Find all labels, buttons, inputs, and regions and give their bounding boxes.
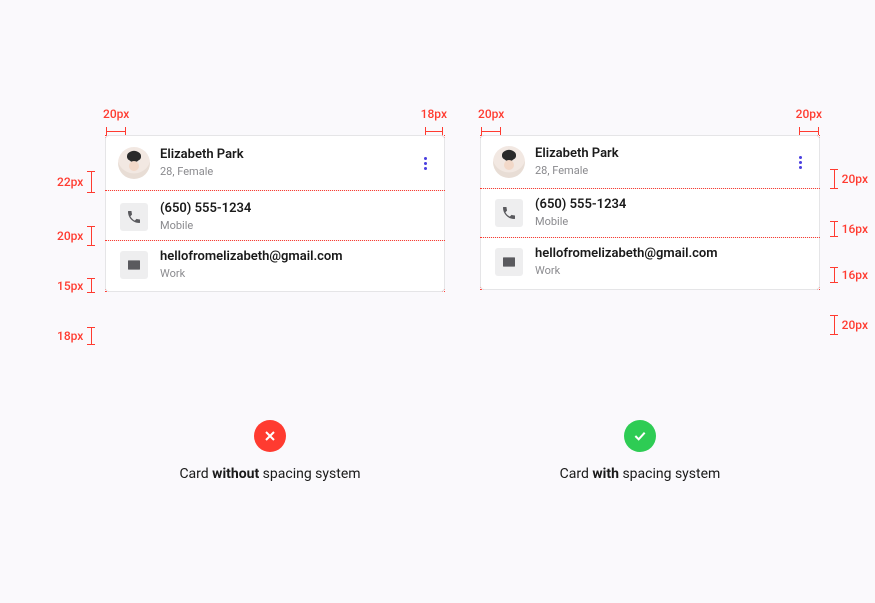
mail-icon xyxy=(118,249,150,281)
gap-label: 20px xyxy=(842,318,868,332)
row-text: Elizabeth Park28, Female xyxy=(535,146,793,178)
margin-label: 18px xyxy=(421,107,447,121)
cross-icon xyxy=(254,420,286,452)
row-secondary: Work xyxy=(535,264,807,278)
gap-label: 22px xyxy=(57,175,83,189)
avatar xyxy=(493,146,525,178)
row-primary: Elizabeth Park xyxy=(160,147,418,164)
row-secondary: 28, Female xyxy=(535,164,793,178)
margin-label: 20px xyxy=(103,107,129,121)
gap-label: 16px xyxy=(842,268,868,282)
row-primary: hellofromelizabeth@gmail.com xyxy=(160,249,432,266)
row-primary: hellofromelizabeth@gmail.com xyxy=(535,246,807,263)
row-primary: (650) 555-1234 xyxy=(160,201,432,218)
margin-annotation-left: 20px xyxy=(103,107,129,135)
contact-card: Elizabeth Park28, Female (650) 555-1234Mo… xyxy=(480,135,820,290)
gap-annotation: 16px xyxy=(830,267,868,283)
row-text: hellofromelizabeth@gmail.comWork xyxy=(160,249,432,281)
contact-row: hellofromelizabeth@gmail.comWork xyxy=(481,238,819,288)
row-primary: (650) 555-1234 xyxy=(535,197,807,214)
left-example: 20px 18px 22px 20px 15px 18px xyxy=(105,135,445,292)
margin-annotation-right: 18px xyxy=(421,107,447,135)
row-text: hellofromelizabeth@gmail.comWork xyxy=(535,246,807,278)
contact-row: hellofromelizabeth@gmail.comWork xyxy=(106,241,444,290)
margin-annotation-left: 20px xyxy=(478,107,504,135)
right-card-with-annotations: 20px 20px 20px 16px 16px 20px xyxy=(480,135,820,290)
more-icon[interactable] xyxy=(793,156,807,169)
margin-label: 20px xyxy=(478,107,504,121)
check-icon xyxy=(624,420,656,452)
phone-icon xyxy=(118,201,150,233)
verdict-bad: Card without spacing system xyxy=(100,420,440,482)
gap-annotation: 18px xyxy=(57,327,95,345)
row-text: Elizabeth Park28, Female xyxy=(160,147,418,179)
gap-annotation: 20px xyxy=(57,226,95,246)
contact-row: (650) 555-1234Mobile xyxy=(106,191,444,241)
row-secondary: Work xyxy=(160,267,432,281)
gap-annotation: 22px xyxy=(57,171,95,193)
gap-label: 15px xyxy=(57,279,83,293)
row-secondary: Mobile xyxy=(535,215,807,229)
contact-row: (650) 555-1234Mobile xyxy=(481,189,819,238)
gap-annotation: 15px xyxy=(57,278,95,293)
more-icon[interactable] xyxy=(418,157,432,170)
comparison-stage: 20px 18px 22px 20px 15px 18px xyxy=(0,0,875,603)
margin-label: 20px xyxy=(796,107,822,121)
row-secondary: 28, Female xyxy=(160,165,418,179)
row-secondary: Mobile xyxy=(160,219,432,233)
contact-card: Elizabeth Park28, Female (650) 555-1234Mo… xyxy=(105,135,445,292)
gap-annotation: 16px xyxy=(830,221,868,237)
right-example: 20px 20px 20px 16px 16px 20px xyxy=(480,135,820,290)
left-card-with-annotations: 20px 18px 22px 20px 15px 18px xyxy=(105,135,445,292)
gap-annotation: 20px xyxy=(830,169,868,189)
gap-label: 16px xyxy=(842,222,868,236)
row-primary: Elizabeth Park xyxy=(535,146,793,163)
row-text: (650) 555-1234Mobile xyxy=(160,201,432,233)
avatar xyxy=(118,147,150,179)
verdict-caption: Card with spacing system xyxy=(470,466,810,482)
gap-label: 20px xyxy=(842,172,868,186)
gap-label: 18px xyxy=(57,329,83,343)
verdict-caption: Card without spacing system xyxy=(100,466,440,482)
contact-row: Elizabeth Park28, Female xyxy=(481,136,819,189)
phone-icon xyxy=(493,197,525,229)
mail-icon xyxy=(493,246,525,278)
margin-annotation-right: 20px xyxy=(796,107,822,135)
contact-row: Elizabeth Park28, Female xyxy=(106,136,444,191)
gap-annotation: 20px xyxy=(830,315,868,335)
gap-label: 20px xyxy=(57,229,83,243)
verdict-good: Card with spacing system xyxy=(470,420,810,482)
row-text: (650) 555-1234Mobile xyxy=(535,197,807,229)
